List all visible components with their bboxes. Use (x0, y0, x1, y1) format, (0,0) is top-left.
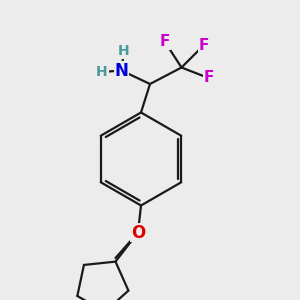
Text: O: O (131, 224, 145, 242)
Text: F: F (160, 34, 170, 50)
Text: H: H (96, 65, 108, 79)
Text: N: N (115, 61, 128, 80)
Text: F: F (199, 38, 209, 52)
Text: F: F (203, 70, 214, 86)
Text: H: H (118, 44, 130, 58)
